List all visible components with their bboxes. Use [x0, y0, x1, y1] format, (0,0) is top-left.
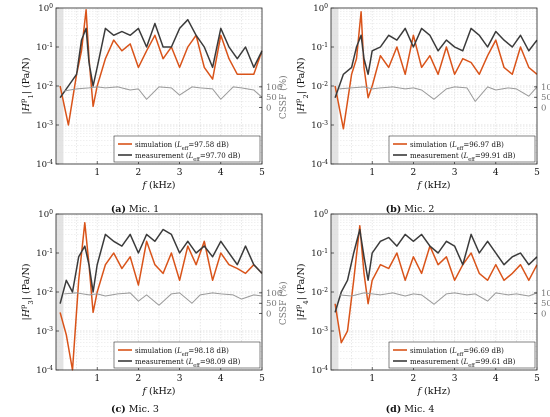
y-tick-label: 10-3: [311, 120, 328, 132]
y-tick-label: 10-3: [36, 120, 53, 132]
y-tick-label: 10-1: [311, 42, 328, 54]
y-tick-label: 100: [38, 3, 53, 15]
legend-label: simulation (Leff=96.97 dB): [410, 141, 504, 152]
y2-axis-label: CSSF (%): [278, 281, 289, 325]
y-tick-label: 10-4: [36, 365, 53, 377]
y2-tick-label: 100: [266, 289, 282, 299]
simulation-line: [334, 224, 538, 344]
x-tick-label: 3: [177, 374, 183, 384]
y-tick-label: 100: [313, 3, 328, 15]
caption: (b) Mic. 2: [386, 204, 435, 215]
legend-box: [113, 135, 261, 163]
x-tick-label: 1: [369, 374, 375, 384]
simulation-line: [334, 11, 538, 130]
caption: (c) Mic. 3: [111, 404, 159, 415]
x-tick-label: 3: [452, 168, 458, 178]
y-tick-label: 10-2: [36, 287, 53, 299]
y-tick-label: 10-4: [311, 159, 328, 171]
simulation-line: [59, 221, 263, 371]
y-tick-label: 100: [38, 209, 53, 221]
x-axis-label: f (kHz): [141, 386, 175, 397]
y2-tick-label: 0: [541, 104, 546, 114]
legend-label: measurement (Leff=99.61 dB): [410, 358, 516, 369]
y-axis-label: |Hp2| (Pa/N): [294, 57, 310, 114]
y-tick-label: 10-1: [311, 248, 328, 260]
legend-label: simulation (Leff=97.58 dB): [135, 141, 229, 152]
x-tick-label: 3: [177, 168, 183, 178]
x-tick-label: 4: [218, 374, 224, 384]
y-tick-label: 10-2: [36, 81, 53, 93]
x-tick-label: 1: [369, 168, 375, 178]
y-tick-label: 10-4: [36, 159, 53, 171]
y2-tick-label: 100: [541, 83, 550, 93]
y2-tick-label: 0: [266, 310, 271, 320]
y-tick-label: 10-1: [36, 42, 53, 54]
cssf-line: [64, 292, 263, 306]
x-tick-label: 5: [259, 374, 265, 384]
x-tick-label: 1: [94, 168, 100, 178]
y2-tick-label: 50: [541, 299, 550, 309]
x-tick-label: 4: [493, 168, 499, 178]
y-tick-label: 10-2: [311, 81, 328, 93]
x-axis-label: f (kHz): [416, 386, 450, 397]
y-tick-label: 10-3: [36, 326, 53, 338]
legend-label: simulation (Leff=96.69 dB): [410, 347, 504, 358]
x-tick-label: 4: [218, 168, 224, 178]
y-tick-label: 10-4: [311, 365, 328, 377]
y-axis-label: |Hp4| (Pa/N): [294, 263, 310, 320]
y2-tick-label: 50: [266, 299, 277, 309]
x-axis-label: f (kHz): [141, 180, 175, 191]
legend-label: measurement (Leff=97.70 dB): [135, 152, 241, 163]
x-tick-label: 2: [411, 374, 417, 384]
x-tick-label: 2: [136, 168, 142, 178]
legend-label: simulation (Leff=98.18 dB): [135, 347, 229, 358]
y-tick-label: 10-1: [36, 248, 53, 260]
measurement-line: [334, 27, 538, 98]
legend: simulation (Leff=96.97 dB)measurement (L…: [388, 135, 536, 163]
y-tick-label: 10-3: [311, 326, 328, 338]
y2-tick-label: 100: [266, 83, 282, 93]
y2-tick-label: 0: [541, 310, 546, 320]
legend: simulation (Leff=98.18 dB)measurement (L…: [113, 341, 261, 369]
cssf-line: [339, 292, 538, 305]
legend-box: [388, 135, 536, 163]
cssf-line: [64, 86, 263, 100]
y2-tick-label: 0: [266, 104, 271, 114]
cssf-line: [339, 86, 538, 102]
legend-box: [113, 341, 261, 369]
y2-tick-label: 50: [266, 93, 277, 103]
y-axis-label: |Hp1| (Pa/N): [19, 57, 35, 114]
y-tick-label: 100: [313, 209, 328, 221]
x-tick-label: 1: [94, 374, 100, 384]
x-tick-label: 5: [259, 168, 265, 178]
x-tick-label: 5: [534, 374, 540, 384]
y2-tick-label: 50: [541, 93, 550, 103]
x-axis-label: f (kHz): [416, 180, 450, 191]
caption: (a) Mic. 1: [111, 204, 159, 215]
y-tick-label: 10-2: [311, 287, 328, 299]
x-tick-label: 2: [136, 374, 142, 384]
y2-tick-label: 100: [541, 289, 550, 299]
x-tick-label: 4: [493, 374, 499, 384]
y2-axis-label: CSSF (%): [278, 75, 289, 119]
x-tick-label: 3: [452, 374, 458, 384]
measurement-line: [59, 228, 263, 304]
x-tick-label: 5: [534, 168, 540, 178]
simulation-line: [59, 9, 263, 126]
measurement-line: [59, 18, 263, 99]
x-tick-label: 2: [411, 168, 417, 178]
caption: (d) Mic. 4: [386, 404, 435, 415]
legend-label: measurement (Leff=99.91 dB): [410, 152, 516, 163]
legend-box: [388, 341, 536, 369]
measurement-line: [334, 228, 538, 313]
legend-label: measurement (Leff=98.09 dB): [135, 358, 241, 369]
legend: simulation (Leff=96.69 dB)measurement (L…: [388, 341, 536, 369]
y-axis-label: |Hp3| (Pa/N): [19, 263, 35, 320]
legend: simulation (Leff=97.58 dB)measurement (L…: [113, 135, 261, 163]
